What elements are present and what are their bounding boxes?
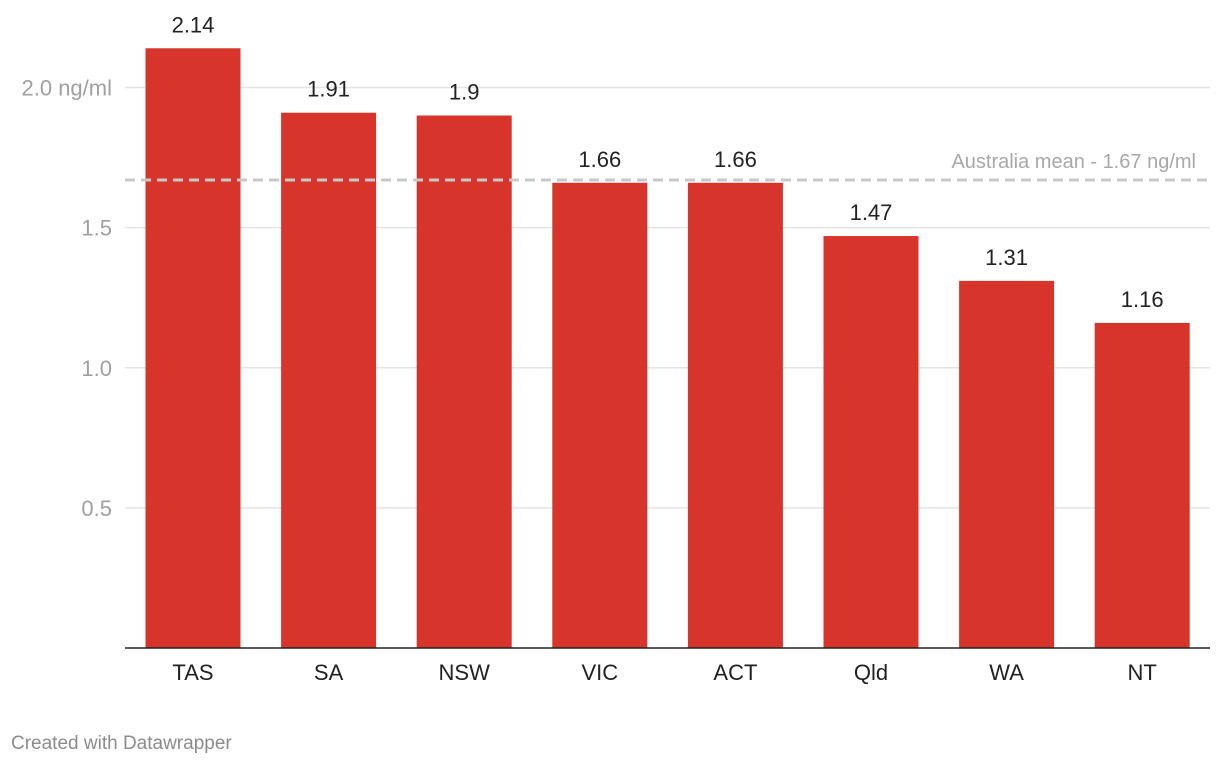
y-tick-label: 1.5 — [81, 216, 112, 241]
bar-qld — [823, 236, 919, 648]
x-tick-label: NT — [1128, 660, 1157, 685]
value-labels: 2.14 1.91 1.9 1.66 1.66 1.47 1.31 1.16 — [172, 12, 1164, 312]
value-label: 1.47 — [850, 200, 893, 225]
bar-wa — [959, 280, 1055, 648]
bar-act — [687, 182, 783, 648]
value-label: 1.9 — [449, 80, 480, 105]
x-axis-labels: TAS SA NSW VIC ACT Qld WA NT — [172, 660, 1156, 685]
bar-vic — [552, 182, 648, 648]
bar-tas — [145, 48, 241, 648]
mean-reference: Australia mean - 1.67 ng/ml — [125, 151, 1210, 182]
value-label: 1.91 — [307, 77, 350, 102]
bar-nt — [1094, 322, 1190, 648]
bar-nsw — [416, 115, 512, 648]
y-tick-label: 0.5 — [81, 496, 112, 521]
x-tick-label: NSW — [439, 660, 491, 685]
y-tick-label: 2.0 ng/ml — [22, 76, 113, 101]
value-label: 1.16 — [1121, 287, 1164, 312]
value-label: 1.66 — [714, 147, 757, 172]
x-tick-label: TAS — [172, 660, 213, 685]
value-label: 1.66 — [578, 147, 621, 172]
bar-sa — [281, 112, 377, 648]
credit-text: Created with Datawrapper — [11, 733, 232, 754]
x-tick-label: ACT — [713, 660, 757, 685]
y-tick-label: 1.0 — [81, 356, 112, 381]
bars — [145, 48, 1190, 648]
x-tick-label: Qld — [854, 660, 888, 685]
x-tick-label: SA — [314, 660, 344, 685]
y-axis-ticks: 0.5 1.0 1.5 2.0 ng/ml — [22, 76, 113, 521]
x-tick-label: WA — [989, 660, 1024, 685]
value-label: 1.31 — [985, 245, 1028, 270]
x-tick-label: VIC — [581, 660, 618, 685]
mean-reference-label: Australia mean - 1.67 ng/ml — [951, 151, 1196, 173]
value-label: 2.14 — [172, 12, 215, 37]
